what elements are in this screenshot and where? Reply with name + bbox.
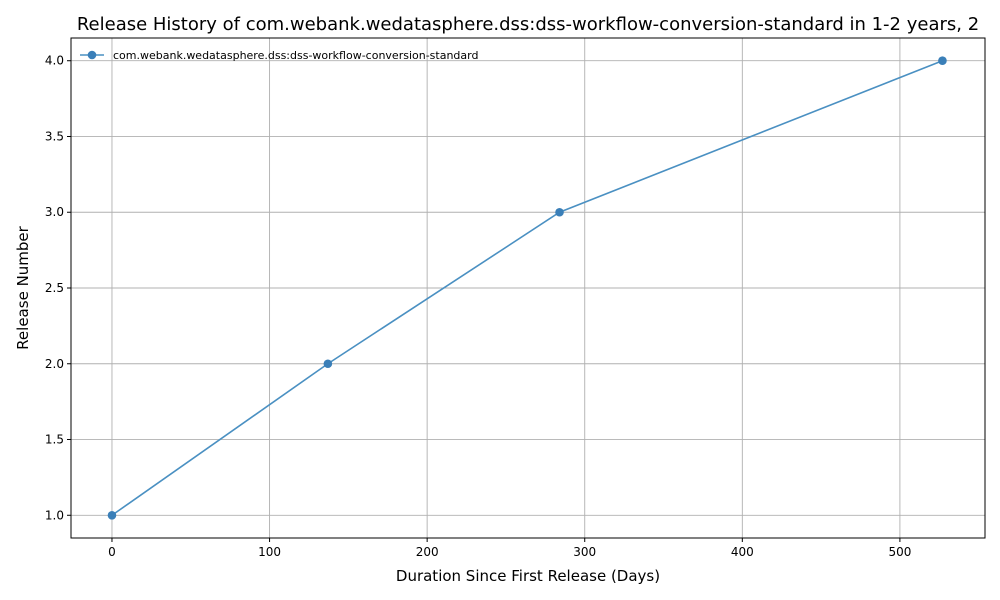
y-tick-label: 2.0 [45,357,64,371]
series-line [111,59,943,516]
x-tick-label: 200 [416,545,439,559]
x-tick-label: 100 [258,545,281,559]
legend-entry-label: com.webank.wedatasphere.dss:dss-workflow… [113,49,478,62]
y-tick-label: 4.0 [45,54,64,68]
data-point [555,207,564,217]
x-tick-label: 500 [888,545,911,559]
chart-title: Release History of com.webank.wedatasphe… [77,14,979,35]
y-tick-label: 1.5 [45,433,64,447]
y-axis-label: Release Number [14,225,32,349]
x-axis-label: Duration Since First Release (Days) [396,567,660,585]
y-tick-label: 3.0 [45,205,64,219]
data-point [107,510,117,520]
data-point [938,56,947,66]
y-tick-label: 1.0 [45,508,64,522]
x-tick-label: 400 [731,545,754,559]
series-layer [107,56,947,520]
legend: com.webank.wedatasphere.dss:dss-workflow… [80,49,478,62]
y-tick-label: 3.5 [45,129,64,143]
data-point [323,359,333,369]
x-tick-label: 300 [573,545,596,559]
x-tick-label: 0 [108,545,116,559]
grid-lines [71,38,985,538]
legend-marker-swatch [87,50,97,60]
y-tick-label: 2.5 [45,281,64,295]
axis-ticks: 0 100 200 300 400 500 1.0 1.5 2.0 2.5 3.0 3.5 4.0 [45,54,911,559]
